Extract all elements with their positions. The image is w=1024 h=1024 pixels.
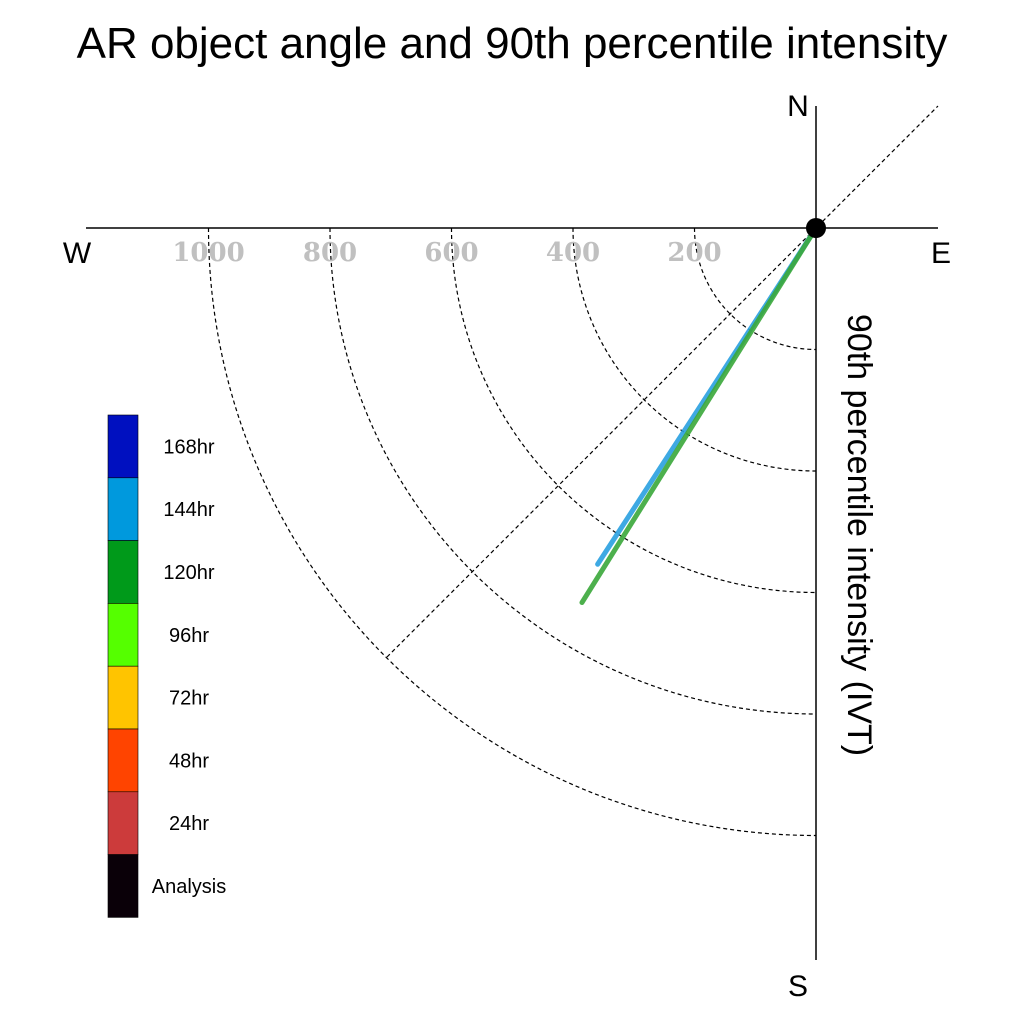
compass-axes: N S E W bbox=[63, 90, 951, 1003]
radial-grid-ring-200 bbox=[693, 227, 817, 351]
y-axis-label: 90th percentile intensity (IVT) bbox=[840, 314, 878, 756]
legend-label-96hr: 96hr bbox=[169, 625, 209, 647]
legend-label-168hr: 168hr bbox=[163, 436, 214, 458]
tick-label-600: 600 bbox=[424, 238, 478, 268]
legend-label-Analysis: Analysis bbox=[152, 876, 226, 898]
legend-label-24hr: 24hr bbox=[169, 813, 209, 835]
legend-swatch-168hr bbox=[107, 414, 139, 479]
legend-swatch-120hr bbox=[107, 540, 139, 604]
radial-grid-ring-400 bbox=[572, 227, 817, 472]
radial-tick-labels: 200 400 600 800 1000 bbox=[172, 238, 721, 268]
compass-east-label: E bbox=[931, 237, 951, 270]
diagonal-reference-line bbox=[386, 105, 939, 658]
series-line-120hr bbox=[579, 225, 819, 606]
compass-north-label: N bbox=[787, 90, 809, 123]
radial-grid-ring-600 bbox=[450, 227, 817, 594]
compass-south-label: S bbox=[788, 970, 808, 1003]
series-lines bbox=[579, 225, 819, 606]
legend-swatch-Analysis bbox=[107, 854, 139, 918]
legend-swatch-24hr bbox=[107, 791, 139, 855]
compass-west-label: W bbox=[63, 237, 92, 270]
legend-label-48hr: 48hr bbox=[169, 750, 209, 772]
tick-label-200: 200 bbox=[667, 238, 721, 268]
tick-label-400: 400 bbox=[546, 238, 600, 268]
legend-swatch-96hr bbox=[107, 603, 139, 667]
legend-swatch-144hr bbox=[107, 477, 139, 541]
radial-grid-ring-1000 bbox=[207, 227, 817, 837]
legend-label-120hr: 120hr bbox=[163, 562, 214, 584]
legend: 168hr 144hr 120hr 96hr 72hr 48hr 24hr Analysis bbox=[107, 414, 226, 918]
legend-swatch-72hr bbox=[107, 665, 139, 730]
legend-label-144hr: 144hr bbox=[163, 499, 214, 521]
radial-grid bbox=[207, 105, 939, 837]
origin-marker bbox=[806, 218, 826, 238]
legend-label-72hr: 72hr bbox=[169, 688, 209, 710]
tick-label-1000: 1000 bbox=[172, 238, 244, 268]
chart-title: AR object angle and 90th percentile inte… bbox=[77, 19, 948, 68]
tick-label-800: 800 bbox=[303, 238, 357, 268]
legend-swatch-48hr bbox=[107, 728, 139, 793]
